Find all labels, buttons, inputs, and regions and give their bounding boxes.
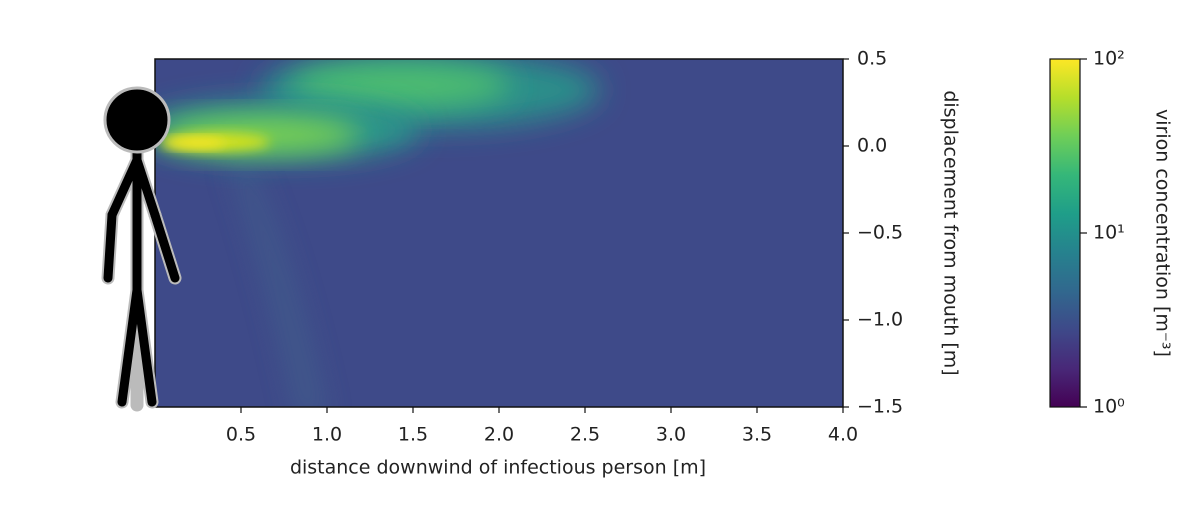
x-axis-label: distance downwind of infectious person [… <box>290 457 706 479</box>
x-tick-label: 2.5 <box>570 424 600 446</box>
colorbar-tick-label: 10¹ <box>1093 222 1125 244</box>
y-tick-label: −0.5 <box>857 222 903 244</box>
x-tick-label: 3.5 <box>742 424 772 446</box>
person-figure <box>101 86 182 412</box>
colorbar-tick-label: 10⁰ <box>1093 396 1125 418</box>
heatmap-field <box>155 59 843 407</box>
y-tick-label: −1.0 <box>857 309 903 331</box>
x-tick-label: 1.5 <box>398 424 428 446</box>
x-tick-label: 3.0 <box>656 424 686 446</box>
x-tick-label: 4.0 <box>828 424 858 446</box>
x-tick-label: 2.0 <box>484 424 514 446</box>
colorbar-tick-label: 10² <box>1093 48 1125 70</box>
colorbar-label: virion concentration [m⁻³] <box>1152 109 1174 357</box>
x-tick-label: 0.5 <box>226 424 256 446</box>
colorbar <box>1049 58 1081 408</box>
y-tick-label: −1.5 <box>857 396 903 418</box>
y-tick-label: 0.0 <box>857 135 887 157</box>
y-tick-label: 0.5 <box>857 48 887 70</box>
y-axis-label: displacement from mouth [m] <box>940 90 962 375</box>
x-tick-label: 1.0 <box>312 424 342 446</box>
